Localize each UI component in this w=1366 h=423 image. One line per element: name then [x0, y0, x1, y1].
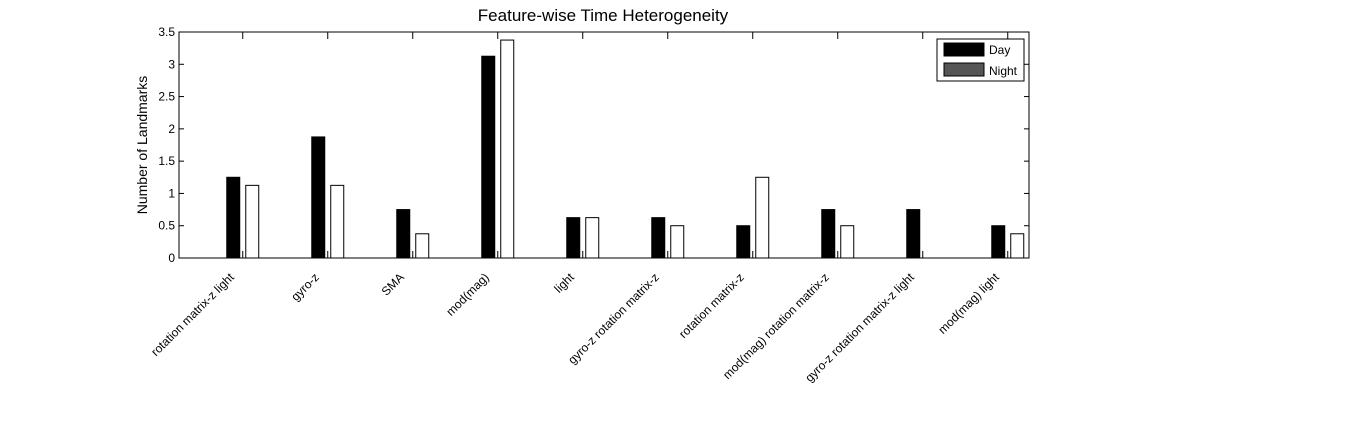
bar-day — [481, 55, 496, 259]
x-tick-label: rotation matrix-z — [676, 270, 747, 341]
y-tick-label: 3.5 — [158, 25, 175, 39]
x-tick-label: SMA — [379, 270, 407, 298]
bar-night — [245, 184, 260, 259]
y-tick-label: 2.5 — [158, 90, 175, 104]
x-tick-label: gyro-z rotation matrix-z — [565, 270, 662, 367]
bar-day — [906, 209, 921, 259]
bar-day — [311, 136, 326, 259]
legend-label-night: Night — [989, 64, 1018, 78]
y-axis: 0 0.5 1 1.5 2 2.5 3 3.5 — [158, 25, 1029, 265]
bar-night — [330, 184, 345, 259]
legend-swatch-day — [943, 42, 985, 57]
bar-night — [755, 176, 770, 259]
y-tick-label: 1.5 — [158, 154, 175, 168]
bar-night — [500, 39, 515, 259]
y-tick-label: 0 — [168, 251, 175, 265]
bars — [226, 32, 1025, 259]
bar-day — [226, 176, 241, 259]
x-tick-label: rotation matrix-z light — [148, 270, 237, 359]
x-tick-label: light — [551, 270, 577, 296]
x-tick-label: mod(mag) light — [935, 270, 1002, 337]
bar-day — [821, 209, 836, 259]
bar-night — [670, 225, 685, 259]
x-axis: rotation matrix-z light gyro-z SMA mod(mag)… — [148, 270, 1002, 385]
y-tick-label: 3 — [168, 57, 175, 71]
bar-day — [396, 209, 411, 259]
bar-night — [1010, 233, 1025, 259]
y-tick-label: 1 — [168, 186, 175, 200]
y-tick-label: 2 — [168, 122, 175, 136]
legend-swatch-night — [943, 62, 985, 77]
bar-day — [566, 217, 581, 259]
x-tick-label: gyro-z — [288, 270, 321, 303]
y-tick-label: 0.5 — [158, 219, 175, 233]
x-tick-label: mod(mag) — [443, 270, 492, 319]
legend-label-day: Day — [989, 43, 1010, 57]
bar-day — [651, 217, 666, 259]
bar-day — [991, 225, 1006, 259]
plot-frame — [178, 31, 1030, 259]
chart-title: Feature-wise Time Heterogeneity — [478, 6, 729, 25]
y-axis-label: Number of Landmarks — [134, 76, 150, 215]
legend: Day Night — [936, 38, 1025, 82]
bar-night — [415, 233, 430, 259]
bar-day — [736, 225, 751, 259]
bar-night — [585, 217, 600, 259]
bar-night — [840, 225, 855, 259]
